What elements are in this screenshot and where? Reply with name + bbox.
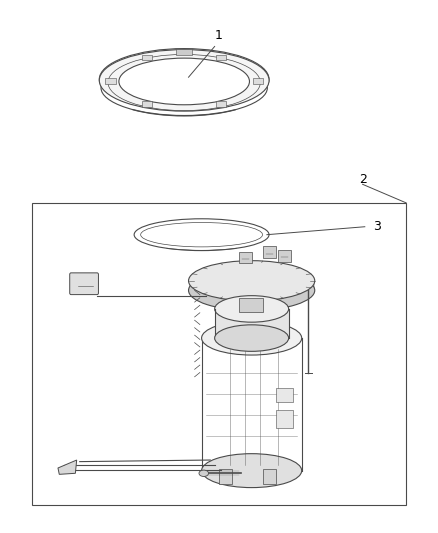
Bar bbox=[278, 250, 291, 262]
Ellipse shape bbox=[201, 454, 302, 488]
Bar bbox=[105, 78, 116, 84]
Bar bbox=[32, 203, 406, 505]
Ellipse shape bbox=[188, 270, 315, 311]
Bar bbox=[262, 246, 276, 258]
Bar bbox=[276, 410, 293, 428]
Bar bbox=[219, 469, 232, 484]
Text: 3: 3 bbox=[374, 220, 381, 233]
Bar bbox=[142, 55, 152, 60]
Bar bbox=[142, 101, 152, 107]
FancyBboxPatch shape bbox=[70, 273, 99, 295]
Bar bbox=[216, 101, 226, 107]
Text: 2: 2 bbox=[359, 173, 367, 185]
Ellipse shape bbox=[201, 321, 302, 355]
Text: 1: 1 bbox=[215, 29, 223, 42]
Ellipse shape bbox=[99, 50, 269, 111]
Ellipse shape bbox=[119, 58, 250, 105]
Bar bbox=[215, 309, 289, 338]
Bar bbox=[216, 55, 226, 60]
Polygon shape bbox=[58, 460, 77, 474]
Bar bbox=[276, 389, 293, 402]
Bar bbox=[188, 281, 315, 290]
Bar bbox=[239, 298, 262, 312]
Ellipse shape bbox=[199, 470, 208, 477]
Ellipse shape bbox=[215, 296, 289, 322]
Bar bbox=[177, 49, 192, 55]
Bar bbox=[239, 252, 252, 263]
Ellipse shape bbox=[215, 325, 289, 351]
Ellipse shape bbox=[188, 261, 315, 301]
Bar bbox=[262, 469, 276, 484]
Bar bbox=[253, 78, 263, 84]
